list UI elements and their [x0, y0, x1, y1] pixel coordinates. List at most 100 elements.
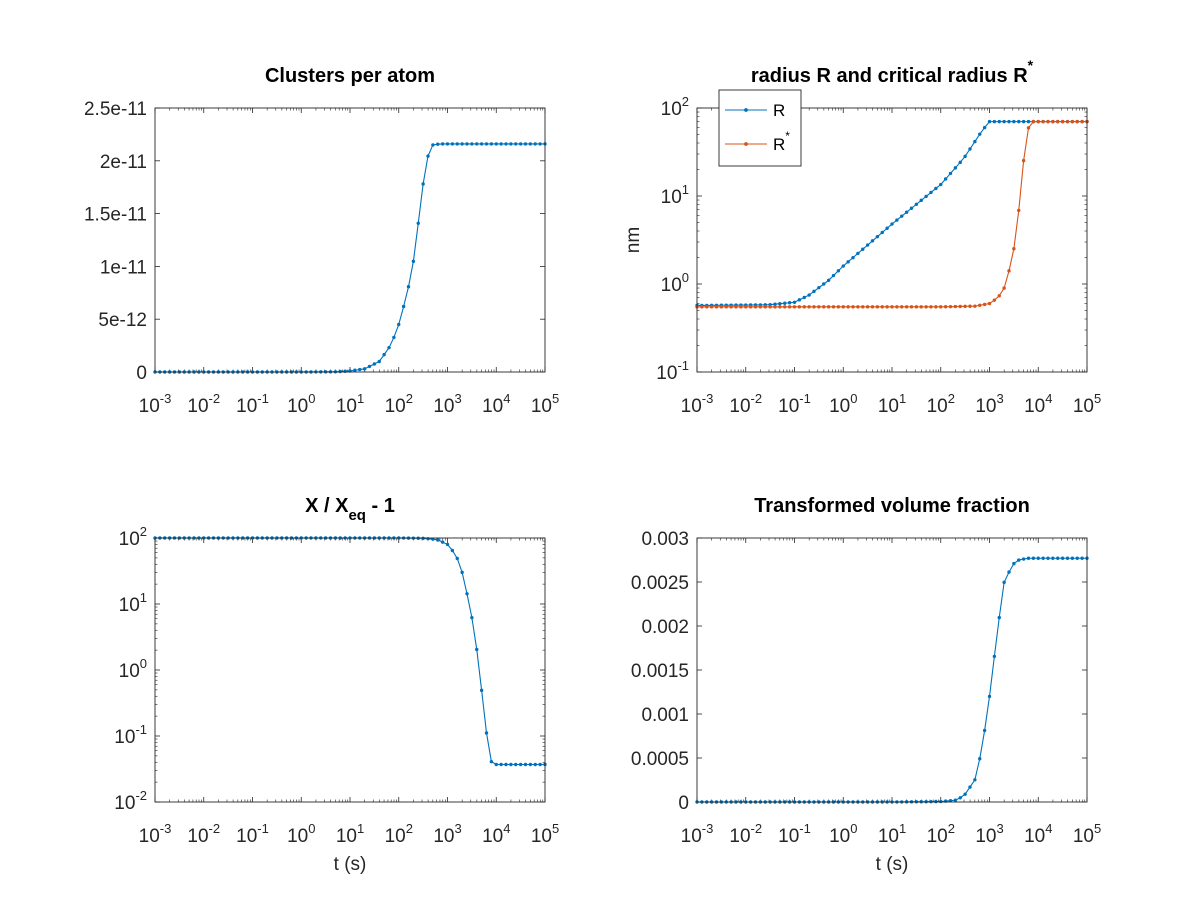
series-point: [841, 264, 845, 268]
x-tick-label: 104: [1024, 391, 1052, 417]
x-tick-label: 10-2: [729, 821, 762, 847]
series-point: [353, 368, 357, 372]
legend-marker-2: [744, 142, 748, 146]
series-point: [890, 305, 894, 309]
series-point: [992, 654, 997, 659]
y-tick-label: 0: [678, 793, 689, 814]
y-tick-label: 101: [119, 590, 147, 616]
series-point: [958, 304, 962, 309]
x-tick-label: 102: [927, 821, 955, 847]
series-point: [1002, 580, 1006, 585]
series-point: [939, 182, 943, 187]
series-point: [919, 305, 923, 309]
series-point: [783, 301, 787, 305]
series-point: [875, 234, 880, 239]
series-point: [523, 142, 528, 146]
x-tick-label: 100: [287, 391, 315, 417]
x-tick-label: 105: [1073, 821, 1101, 847]
series-point: [494, 762, 498, 767]
y-tick-label: 0.0015: [631, 661, 689, 682]
series-point: [484, 731, 489, 735]
series-point: [338, 369, 342, 374]
series-point: [397, 322, 401, 327]
series-point: [739, 305, 743, 309]
series-point: [1031, 556, 1036, 560]
series-point: [533, 762, 537, 767]
series-point: [465, 592, 469, 596]
series-point: [431, 143, 435, 147]
series-point: [401, 304, 406, 309]
series-point: [773, 305, 777, 309]
series-point: [1075, 556, 1079, 560]
x-tick-label: 10-1: [236, 391, 269, 417]
series-point: [914, 305, 919, 309]
series-point: [880, 305, 884, 309]
y-axis-label: nm: [623, 227, 644, 253]
series-point: [865, 243, 870, 247]
series-point: [763, 305, 767, 309]
series-point: [744, 305, 748, 309]
series-point: [734, 305, 738, 309]
series-point: [987, 694, 992, 699]
series-point: [943, 305, 948, 309]
plot-area: [155, 538, 545, 802]
y-tick-label: 100: [119, 656, 147, 682]
x-tick-label: 102: [927, 391, 955, 417]
chart-title: X / Xeq - 1: [305, 495, 395, 524]
series-point: [880, 230, 884, 235]
series-point: [1051, 119, 1055, 124]
y-tick-label: 1e-11: [100, 257, 147, 278]
series-point: [494, 142, 498, 146]
series-point: [387, 345, 391, 350]
series-point: [822, 282, 826, 286]
y-tick-label: 0.003: [641, 529, 689, 550]
x-tick-label: 103: [433, 391, 461, 417]
series-point: [509, 142, 513, 146]
series-point: [1026, 126, 1031, 130]
series-point: [455, 556, 459, 561]
series-point: [987, 301, 992, 306]
series-point: [358, 367, 362, 372]
series-point: [1060, 556, 1065, 560]
series-point: [836, 305, 841, 309]
series-point: [1021, 119, 1026, 124]
series-point: [1007, 119, 1011, 124]
series-point: [968, 785, 972, 789]
series-point: [982, 728, 987, 733]
chart-panel-1: 10-3 10-2 10-1 100 101 102 103 104 105 0 5e-12 1e-1…: [84, 65, 559, 417]
series-point: [934, 186, 938, 191]
series-point: [705, 305, 709, 309]
series-point: [499, 762, 503, 767]
x-tick-label: 10-2: [187, 821, 220, 847]
series-point: [421, 182, 425, 186]
series-point: [846, 260, 850, 264]
series-point: [450, 548, 455, 553]
series-point: [1017, 558, 1021, 562]
series-point: [812, 289, 816, 294]
chart-panel-2: 10-3 10-2 10-1 100 101 102 103 104 105 10-1 100 101…: [623, 57, 1101, 417]
series-point: [1046, 556, 1050, 560]
y-tick-label: 0.0005: [631, 749, 689, 770]
x-tick-label: 10-3: [681, 821, 714, 847]
series-point: [885, 305, 889, 309]
series-point: [1070, 119, 1075, 124]
series-point: [455, 142, 459, 146]
series-point: [1021, 158, 1026, 163]
series-point: [1041, 556, 1045, 560]
series-point: [831, 273, 836, 278]
series-point: [1021, 557, 1026, 561]
series-point: [982, 125, 987, 130]
series-point: [836, 269, 841, 273]
x-tick-label: 104: [482, 821, 510, 847]
series-point: [1041, 119, 1045, 124]
series-point: [1080, 556, 1084, 560]
series-point: [700, 305, 704, 309]
series-point: [973, 778, 977, 782]
series-point: [939, 305, 943, 309]
series-point: [426, 154, 430, 158]
x-tick-label: 101: [336, 821, 364, 847]
y-tick-label: 2.5e-11: [84, 99, 147, 120]
series-point: [992, 119, 997, 124]
axes-box: [154, 537, 546, 803]
series-point: [778, 302, 782, 306]
